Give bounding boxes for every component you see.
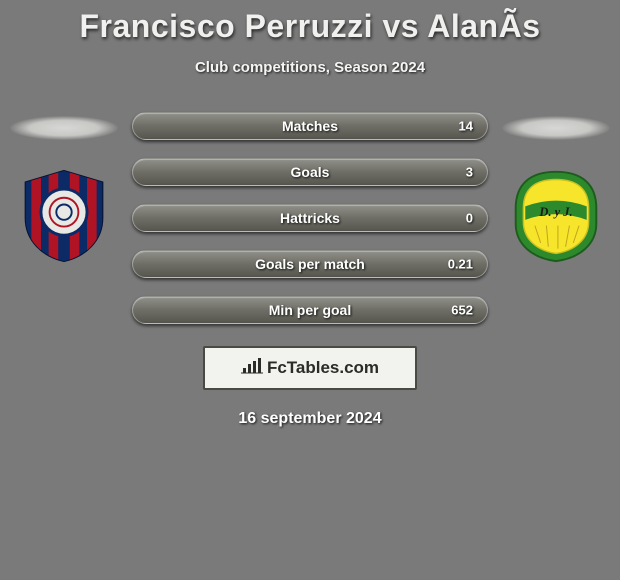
page-subtitle: Club competitions, Season 2024 [0,59,620,76]
left-player-column [4,112,124,264]
stat-value-right: 14 [459,119,473,134]
stat-bars: Matches 14 Goals 3 Hattricks 0 Goals per… [124,112,496,324]
brand-text: FcTables.com [267,358,379,378]
comparison-row: Matches 14 Goals 3 Hattricks 0 Goals per… [0,112,620,324]
stat-label: Min per goal [269,302,351,318]
right-player-column: D. y J. [496,112,616,264]
bar-chart-icon [241,357,263,380]
stat-value-right: 3 [466,165,473,180]
brand-attribution[interactable]: FcTables.com [203,346,417,390]
stat-bar-goals-per-match: Goals per match 0.21 [132,250,488,278]
stat-value-right: 0.21 [448,257,473,272]
left-player-placeholder-icon [10,116,118,140]
stat-label: Hattricks [280,210,340,226]
svg-text:D. y J.: D. y J. [538,205,572,219]
stat-bar-goals: Goals 3 [132,158,488,186]
stat-bar-hattricks: Hattricks 0 [132,204,488,232]
stat-label: Goals [291,164,330,180]
stat-value-right: 652 [451,303,473,318]
stat-label: Goals per match [255,256,365,272]
stat-bar-matches: Matches 14 [132,112,488,140]
right-player-placeholder-icon [502,116,610,140]
right-club-crest-icon: D. y J. [508,168,604,264]
page-title: Francisco Perruzzi vs AlanÃs [0,0,620,45]
footer-date: 16 september 2024 [0,410,620,428]
stat-bar-min-per-goal: Min per goal 652 [132,296,488,324]
stat-value-right: 0 [466,211,473,226]
stat-label: Matches [282,118,338,134]
left-club-crest-icon [16,168,112,264]
